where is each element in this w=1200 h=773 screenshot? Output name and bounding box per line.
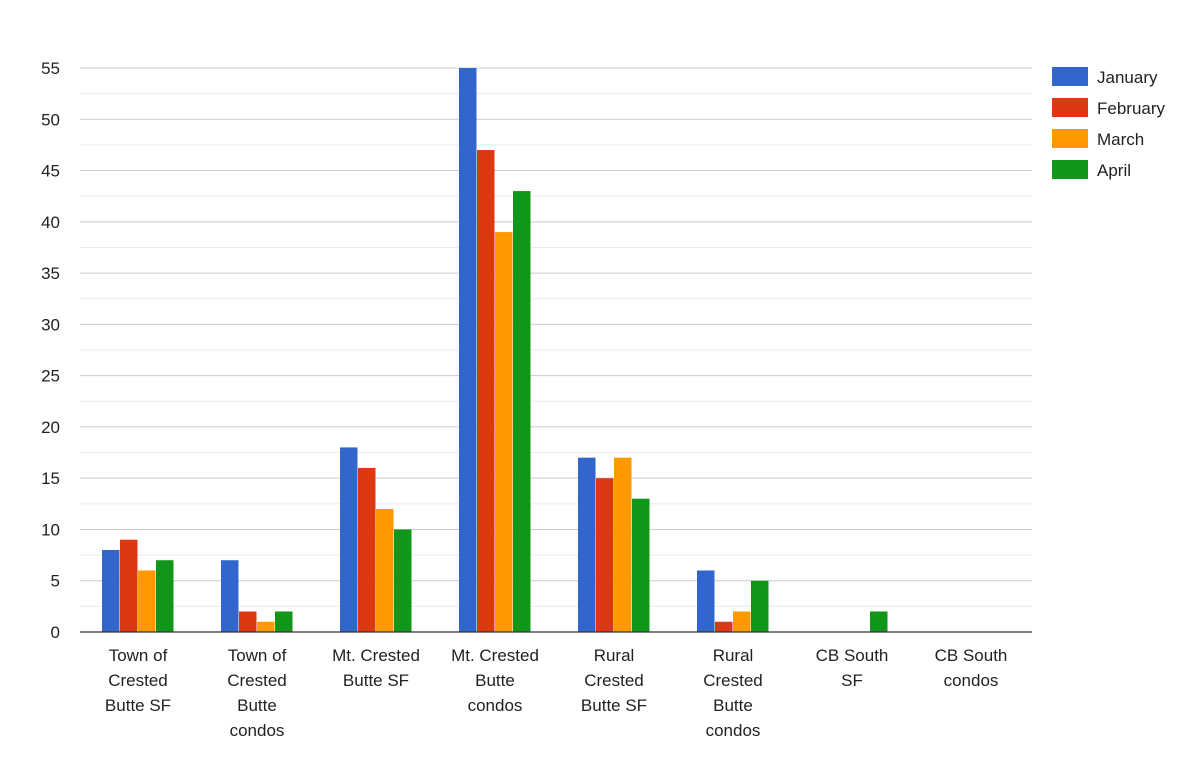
bar-january bbox=[221, 560, 239, 632]
legend-label-january: January bbox=[1097, 68, 1158, 87]
x-tick-label: Rural Crested Butte condos bbox=[703, 646, 763, 740]
legend-label-march: March bbox=[1097, 130, 1144, 149]
y-tick-label: 5 bbox=[51, 572, 60, 591]
bar-january bbox=[578, 457, 596, 632]
bar-march bbox=[495, 232, 513, 632]
x-tick-label: Mt. Crested Butte condos bbox=[451, 646, 539, 715]
bar-march bbox=[376, 508, 394, 632]
legend: January February March April bbox=[1052, 67, 1166, 180]
x-tick-label: Town of Crested Butte SF bbox=[105, 646, 171, 715]
y-tick-label: 15 bbox=[41, 469, 60, 488]
legend-swatch-february bbox=[1052, 98, 1088, 117]
y-tick-label: 40 bbox=[41, 213, 60, 232]
y-tick-label: 35 bbox=[41, 264, 60, 283]
bar-march bbox=[733, 611, 751, 632]
y-tick-label: 30 bbox=[41, 315, 60, 334]
legend-label-april: April bbox=[1097, 161, 1131, 180]
bar-april bbox=[513, 191, 531, 632]
bar-april bbox=[275, 611, 293, 632]
bar-april bbox=[632, 498, 650, 632]
y-tick-label: 25 bbox=[41, 367, 60, 386]
bar-march bbox=[257, 621, 275, 632]
x-tick-label: Mt. Crested Butte SF bbox=[332, 646, 420, 690]
gridlines bbox=[80, 67, 1032, 607]
y-tick-label: 10 bbox=[41, 520, 60, 539]
bar-april bbox=[751, 580, 769, 632]
bar-january bbox=[459, 68, 477, 632]
bar-january bbox=[697, 570, 715, 632]
bar-january bbox=[102, 549, 120, 632]
bar-march bbox=[138, 570, 156, 632]
y-tick-label: 55 bbox=[41, 59, 60, 78]
bars bbox=[102, 68, 888, 632]
legend-swatch-march bbox=[1052, 129, 1088, 148]
bar-april bbox=[870, 611, 888, 632]
bar-april bbox=[394, 529, 412, 632]
x-tick-label: Town of Crested Butte condos bbox=[227, 646, 287, 740]
x-tick-label: Rural Crested Butte SF bbox=[581, 646, 647, 715]
bar-february bbox=[715, 621, 733, 632]
bar-february bbox=[358, 467, 376, 632]
bar-february bbox=[120, 539, 138, 632]
bar-april bbox=[156, 560, 174, 632]
y-tick-label: 0 bbox=[51, 623, 60, 642]
legend-swatch-january bbox=[1052, 67, 1088, 86]
x-axis-labels: Town of Crested Butte SF Town of Crested Butt… bbox=[105, 646, 1007, 740]
y-tick-label: 45 bbox=[41, 162, 60, 181]
bar-january bbox=[340, 447, 358, 632]
bar-february bbox=[239, 611, 257, 632]
y-tick-label: 50 bbox=[41, 110, 60, 129]
y-axis-ticks: 0 5 10 15 20 25 30 35 40 45 50 55 bbox=[41, 59, 60, 642]
bar-february bbox=[477, 150, 495, 632]
x-tick-label: CB South SF bbox=[816, 646, 889, 690]
x-tick-label: CB South condos bbox=[935, 646, 1008, 690]
bar-march bbox=[614, 457, 632, 632]
legend-swatch-april bbox=[1052, 160, 1088, 179]
legend-label-february: February bbox=[1097, 99, 1166, 118]
y-tick-label: 20 bbox=[41, 418, 60, 437]
bar-february bbox=[596, 478, 614, 632]
